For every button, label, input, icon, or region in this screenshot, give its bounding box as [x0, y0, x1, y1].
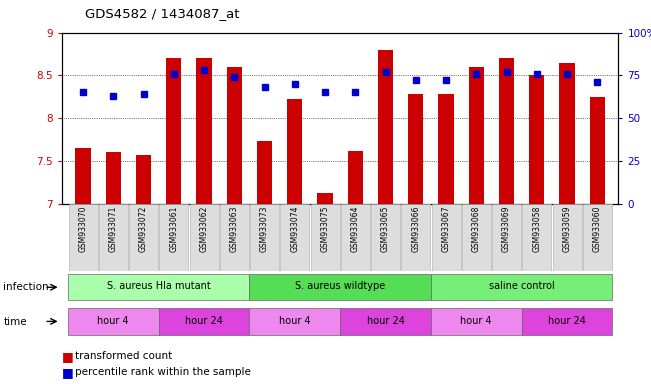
Text: GSM933074: GSM933074: [290, 205, 299, 252]
Bar: [105, 152, 121, 204]
Bar: [348, 151, 363, 204]
Text: infection: infection: [3, 282, 49, 292]
Bar: [227, 67, 242, 204]
FancyBboxPatch shape: [522, 204, 551, 271]
Text: hour 24: hour 24: [367, 316, 404, 326]
Text: GSM933071: GSM933071: [109, 205, 118, 252]
FancyBboxPatch shape: [340, 204, 370, 271]
Text: hour 24: hour 24: [548, 316, 586, 326]
Text: S. aureus wildtype: S. aureus wildtype: [295, 281, 385, 291]
FancyBboxPatch shape: [340, 308, 431, 334]
FancyBboxPatch shape: [280, 204, 309, 271]
Text: ■: ■: [62, 350, 74, 363]
FancyBboxPatch shape: [68, 273, 249, 300]
Text: GSM933072: GSM933072: [139, 205, 148, 252]
FancyBboxPatch shape: [371, 204, 400, 271]
Text: GSM933058: GSM933058: [533, 205, 541, 252]
FancyBboxPatch shape: [129, 204, 158, 271]
FancyBboxPatch shape: [249, 273, 431, 300]
Bar: [136, 155, 151, 204]
Bar: [529, 75, 544, 204]
Text: GSM933070: GSM933070: [79, 205, 87, 252]
Text: GDS4582 / 1434087_at: GDS4582 / 1434087_at: [85, 7, 239, 20]
Bar: [257, 141, 272, 204]
Bar: [408, 94, 423, 204]
Text: GSM933075: GSM933075: [320, 205, 329, 252]
Text: hour 24: hour 24: [185, 316, 223, 326]
Text: transformed count: transformed count: [75, 351, 172, 361]
Bar: [378, 50, 393, 204]
FancyBboxPatch shape: [249, 308, 340, 334]
Bar: [559, 63, 575, 204]
Text: saline control: saline control: [489, 281, 555, 291]
Bar: [439, 94, 454, 204]
Text: percentile rank within the sample: percentile rank within the sample: [75, 367, 251, 377]
Bar: [590, 97, 605, 204]
FancyBboxPatch shape: [432, 204, 460, 271]
Bar: [469, 67, 484, 204]
Text: GSM933059: GSM933059: [562, 205, 572, 252]
FancyBboxPatch shape: [68, 204, 98, 271]
Text: GSM933062: GSM933062: [199, 205, 208, 252]
Text: time: time: [3, 317, 27, 327]
FancyBboxPatch shape: [159, 204, 188, 271]
FancyBboxPatch shape: [250, 204, 279, 271]
Text: GSM933061: GSM933061: [169, 205, 178, 252]
Text: GSM933073: GSM933073: [260, 205, 269, 252]
FancyBboxPatch shape: [159, 308, 249, 334]
FancyBboxPatch shape: [431, 308, 521, 334]
FancyBboxPatch shape: [99, 204, 128, 271]
Text: GSM933060: GSM933060: [593, 205, 602, 252]
Bar: [166, 58, 182, 204]
Text: GSM933068: GSM933068: [472, 205, 481, 252]
Text: GSM933064: GSM933064: [351, 205, 360, 252]
Text: GSM933066: GSM933066: [411, 205, 421, 252]
Text: GSM933065: GSM933065: [381, 205, 390, 252]
FancyBboxPatch shape: [583, 204, 612, 271]
Text: GSM933063: GSM933063: [230, 205, 239, 252]
FancyBboxPatch shape: [553, 204, 581, 271]
Bar: [287, 99, 302, 204]
FancyBboxPatch shape: [431, 273, 613, 300]
FancyBboxPatch shape: [521, 308, 613, 334]
Text: hour 4: hour 4: [98, 316, 129, 326]
FancyBboxPatch shape: [311, 204, 340, 271]
Bar: [76, 148, 90, 204]
FancyBboxPatch shape: [401, 204, 430, 271]
Text: hour 4: hour 4: [460, 316, 492, 326]
FancyBboxPatch shape: [220, 204, 249, 271]
Text: hour 4: hour 4: [279, 316, 311, 326]
Text: S. aureus Hla mutant: S. aureus Hla mutant: [107, 281, 210, 291]
FancyBboxPatch shape: [189, 204, 219, 271]
Bar: [197, 58, 212, 204]
Text: GSM933067: GSM933067: [441, 205, 450, 252]
Text: GSM933069: GSM933069: [502, 205, 511, 252]
FancyBboxPatch shape: [68, 308, 159, 334]
FancyBboxPatch shape: [462, 204, 491, 271]
FancyBboxPatch shape: [492, 204, 521, 271]
Bar: [318, 193, 333, 204]
Bar: [499, 58, 514, 204]
Text: ■: ■: [62, 366, 74, 379]
